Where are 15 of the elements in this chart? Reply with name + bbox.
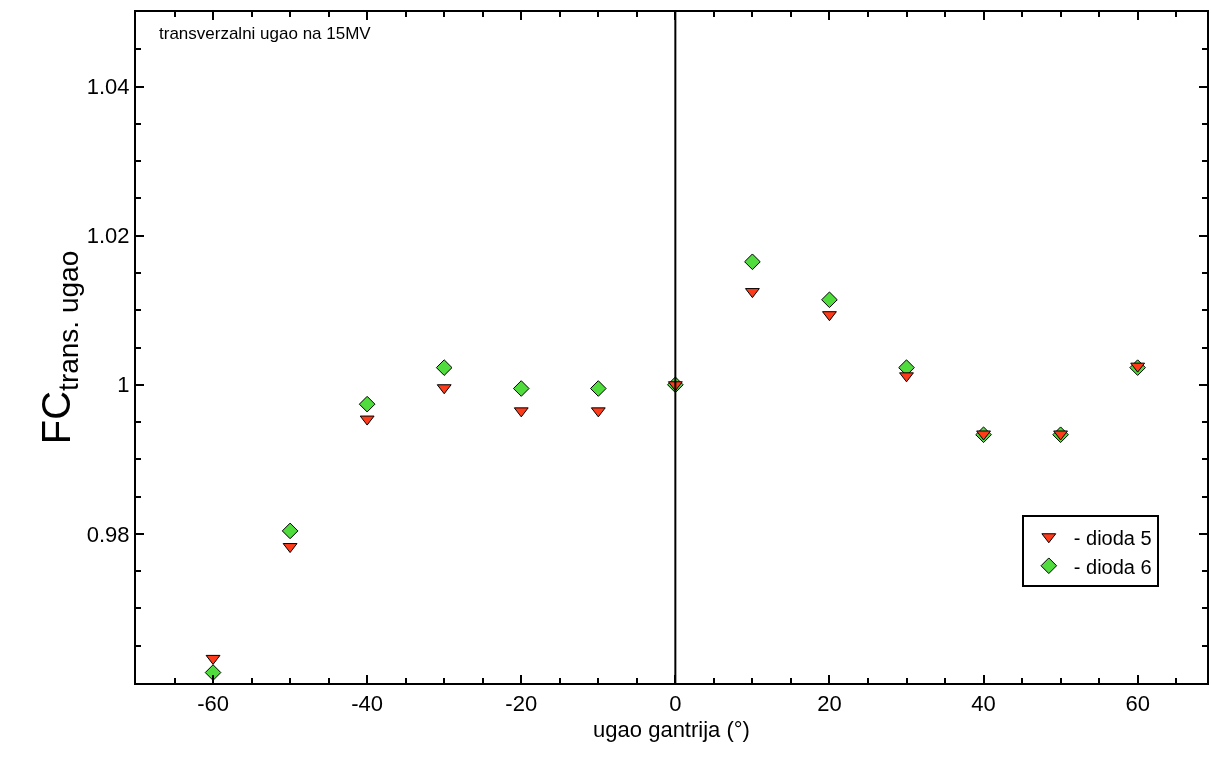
y-tick-label: 1.04	[86, 74, 130, 100]
legend-label: - dioda 6	[1073, 555, 1152, 578]
x-tick-label: 40	[971, 691, 996, 717]
y-tick-label: 1	[117, 372, 130, 398]
x-tick-label: 0	[669, 691, 682, 717]
x-tick-label: -20	[505, 691, 538, 717]
annotation: transverzalni ugao na 15MV	[159, 24, 372, 43]
y-tick-label: 1.02	[86, 223, 130, 249]
x-tick-label: -60	[197, 691, 229, 717]
legend-label: - dioda 5	[1073, 526, 1152, 549]
x-tick-label: 20	[817, 691, 842, 717]
y-tick-label: 0.98	[86, 521, 130, 547]
x-axis-title: ugao gantrija (°)	[593, 716, 750, 742]
x-tick-label: -40	[351, 691, 384, 717]
x-tick-label: 60	[1125, 691, 1150, 717]
